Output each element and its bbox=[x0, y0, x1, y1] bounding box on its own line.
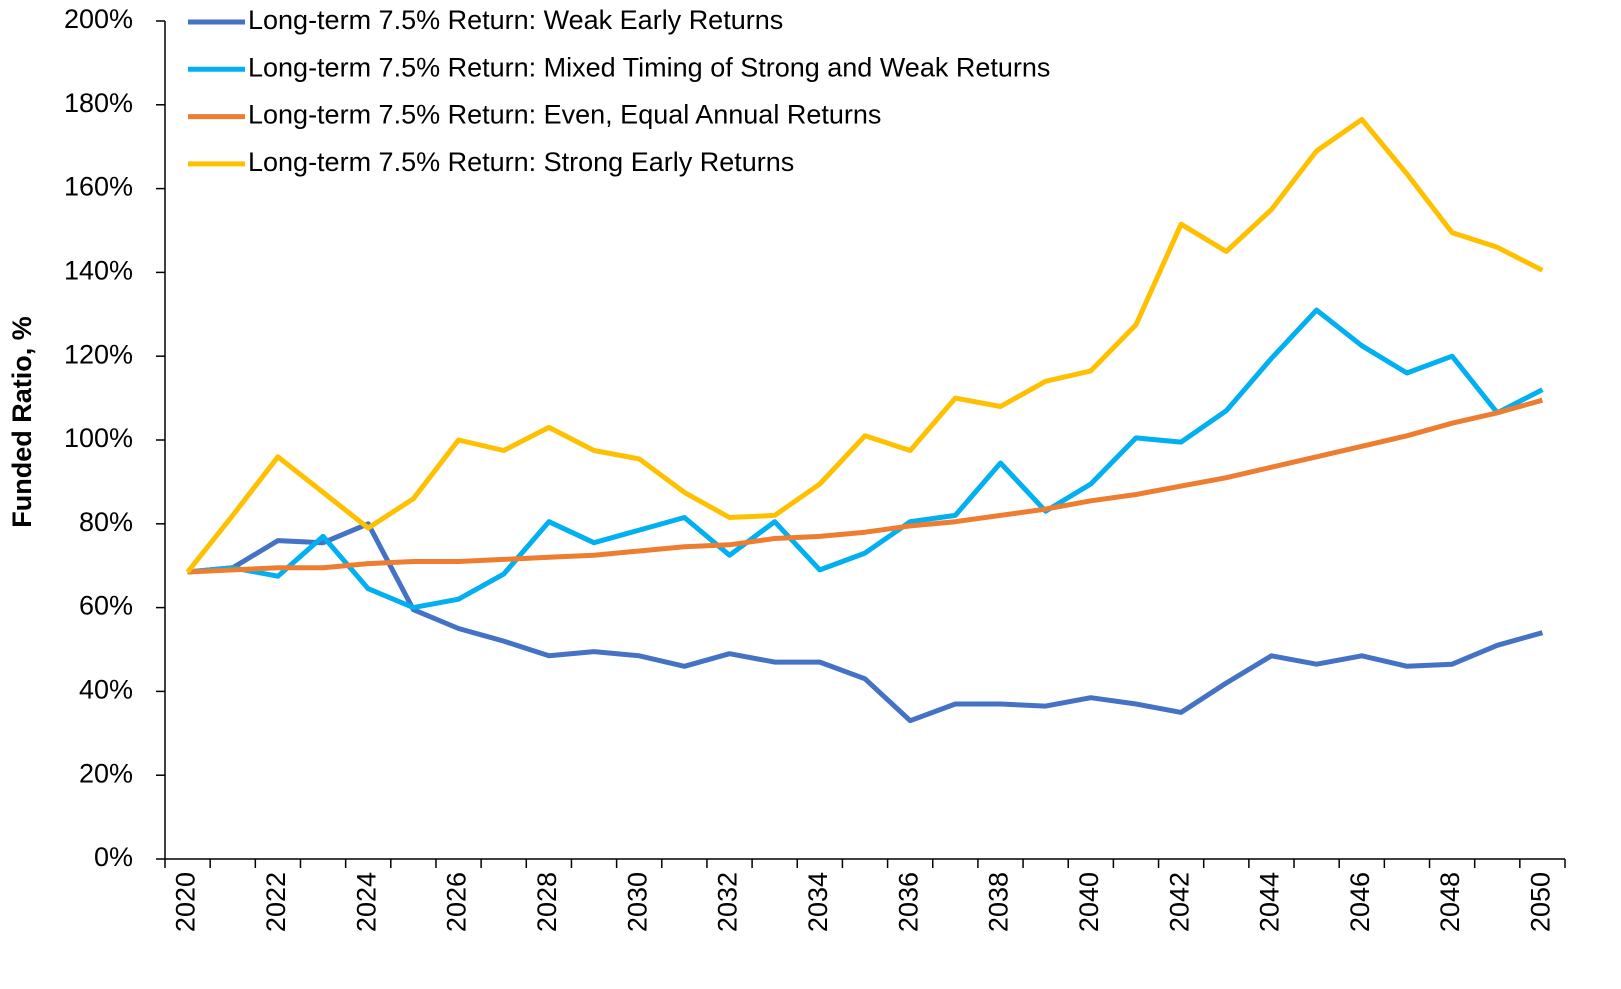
y-tick-label: 100% bbox=[64, 423, 133, 453]
x-tick-label: 2030 bbox=[622, 872, 652, 932]
y-tick-label: 140% bbox=[64, 256, 133, 286]
series-line bbox=[187, 397, 1544, 575]
x-tick-label: 2042 bbox=[1164, 872, 1194, 932]
series-line bbox=[187, 307, 1544, 611]
legend-label: Long-term 7.5% Return: Weak Early Return… bbox=[248, 5, 783, 35]
y-tick-label: 120% bbox=[64, 339, 133, 369]
legend-label: Long-term 7.5% Return: Strong Early Retu… bbox=[248, 147, 794, 177]
x-tick-label: 2028 bbox=[532, 872, 562, 932]
x-tick-label: 2024 bbox=[351, 872, 381, 932]
x-tick-label: 2032 bbox=[713, 872, 743, 932]
x-tick-label: 2026 bbox=[442, 872, 472, 932]
y-tick-label: 40% bbox=[79, 675, 133, 705]
x-tick-label: 2020 bbox=[171, 872, 201, 932]
y-tick-label: 160% bbox=[64, 172, 133, 202]
legend-label: Long-term 7.5% Return: Even, Equal Annua… bbox=[248, 100, 881, 130]
x-tick-label: 2022 bbox=[261, 872, 291, 932]
series-line bbox=[185, 117, 1544, 574]
y-tick-label: 20% bbox=[79, 758, 133, 788]
x-tick-label: 2044 bbox=[1255, 872, 1285, 932]
y-tick-label: 0% bbox=[94, 842, 133, 872]
x-tick-label: 2048 bbox=[1435, 872, 1465, 932]
x-tick-label: 2050 bbox=[1526, 872, 1556, 932]
y-tick-label: 180% bbox=[64, 88, 133, 118]
y-tick-label: 80% bbox=[79, 507, 133, 537]
x-tick-label: 2038 bbox=[984, 872, 1014, 932]
legend-label: Long-term 7.5% Return: Mixed Timing of S… bbox=[248, 52, 1050, 82]
y-tick-label: 200% bbox=[64, 4, 133, 34]
x-tick-label: 2046 bbox=[1345, 872, 1375, 932]
x-tick-label: 2040 bbox=[1074, 872, 1104, 932]
x-tick-label: 2034 bbox=[803, 872, 833, 932]
y-axis-label: Funded Ratio, % bbox=[7, 316, 37, 528]
x-tick-label: 2036 bbox=[893, 872, 923, 932]
y-tick-label: 60% bbox=[79, 591, 133, 621]
